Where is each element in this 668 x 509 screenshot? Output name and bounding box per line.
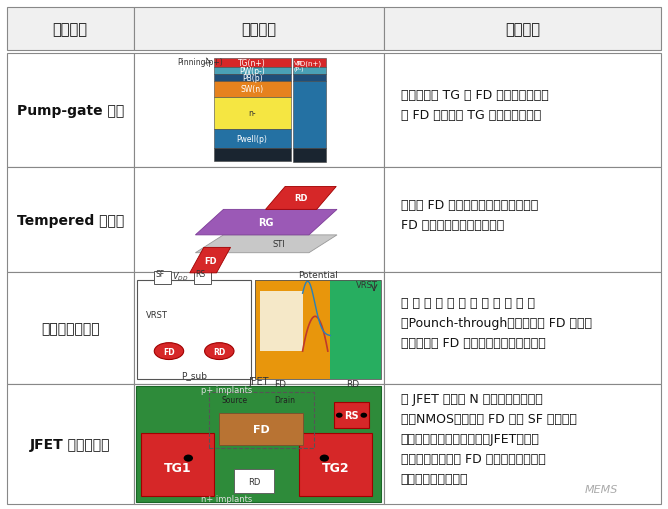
Bar: [293, 75, 326, 81]
Text: TG(n+): TG(n+): [238, 59, 266, 68]
Polygon shape: [195, 235, 337, 253]
Text: Pwell(p): Pwell(p): [236, 135, 268, 144]
Text: n+ implants: n+ implants: [201, 494, 253, 503]
Text: Source: Source: [222, 395, 248, 404]
Bar: [194, 271, 211, 284]
Bar: [134, 272, 384, 384]
Text: FD(n+): FD(n+): [297, 60, 322, 67]
Text: FD: FD: [274, 379, 286, 388]
Bar: [137, 280, 251, 379]
Text: MEMS: MEMS: [584, 484, 618, 494]
Text: p+ implants: p+ implants: [201, 385, 253, 394]
Circle shape: [336, 413, 343, 418]
Bar: [293, 149, 326, 163]
Bar: [293, 81, 326, 149]
Text: SW(n): SW(n): [240, 85, 264, 94]
Circle shape: [320, 455, 329, 462]
Text: FD: FD: [163, 347, 175, 356]
Text: TG1: TG1: [164, 461, 191, 474]
Text: n-: n-: [248, 109, 256, 118]
Circle shape: [361, 413, 367, 418]
Text: Pinning(p+): Pinning(p+): [177, 58, 222, 67]
Bar: [255, 280, 381, 379]
Text: RD: RD: [294, 194, 308, 203]
Bar: [384, 8, 661, 51]
Text: TG2: TG2: [321, 461, 349, 474]
Circle shape: [184, 455, 193, 462]
Ellipse shape: [204, 343, 234, 360]
Bar: [208, 392, 314, 448]
Bar: [214, 68, 291, 75]
Text: 实现方法: 实现方法: [241, 22, 277, 37]
Text: P_sub: P_sub: [181, 371, 207, 380]
Ellipse shape: [154, 343, 184, 360]
Text: 技术类项: 技术类项: [53, 22, 88, 37]
Text: RS: RS: [195, 269, 205, 278]
Bar: [141, 433, 214, 496]
Text: Pump-gate 技术: Pump-gate 技术: [17, 104, 124, 118]
Bar: [214, 129, 291, 149]
Bar: [214, 98, 291, 129]
Text: 将 JFET 代替了 N 型金属氧化物半导
体（NMOS），减小 FD 上的 SF 的栅极电
容。但目前结型场效应管（JFET）引入
的噪声过大，尽管 FD 电: 将 JFET 代替了 N 型金属氧化物半导 体（NMOS），减小 FD 上的 S…: [401, 392, 576, 486]
Text: FD: FD: [204, 256, 216, 265]
Text: Potential: Potential: [298, 270, 337, 279]
Bar: [134, 53, 384, 168]
Bar: [7, 53, 134, 168]
Bar: [7, 384, 134, 504]
Bar: [134, 384, 384, 504]
Text: SF: SF: [155, 269, 164, 278]
Bar: [384, 53, 661, 168]
Text: 完 全 去 除 复 位 栅 ， 利 用 穿 通
（Pounch-through）效应实现 FD 的复位
操作，消除 FD 与复位栅之间的耦合电容: 完 全 去 除 复 位 栅 ， 利 用 穿 通 （Pounch-through）…: [401, 297, 592, 350]
Bar: [384, 168, 661, 272]
Bar: [134, 168, 384, 272]
Bar: [214, 81, 291, 98]
Text: PB(p): PB(p): [242, 74, 263, 82]
Bar: [384, 384, 661, 504]
Bar: [293, 68, 326, 75]
Text: FD: FD: [253, 424, 270, 434]
Bar: [136, 386, 381, 502]
Text: STI: STI: [273, 240, 285, 249]
Text: VRST: VRST: [146, 310, 168, 319]
Bar: [214, 149, 291, 162]
Bar: [154, 271, 171, 284]
Bar: [134, 8, 384, 51]
Bar: [214, 59, 291, 68]
Bar: [384, 272, 661, 384]
Bar: [214, 75, 291, 81]
Text: 技术说明: 技术说明: [505, 22, 540, 37]
Bar: [330, 280, 381, 379]
Text: 无栅复位管技术: 无栅复位管技术: [41, 321, 100, 335]
Text: 减小与 FD 相邻的复位栅宽度，减小了
FD 与复位栅之间的耦合电容: 减小与 FD 相邻的复位栅宽度，减小了 FD 与复位栅之间的耦合电容: [401, 199, 538, 232]
Polygon shape: [190, 248, 230, 273]
Bar: [219, 413, 303, 445]
Polygon shape: [265, 187, 336, 210]
Polygon shape: [195, 210, 337, 235]
Bar: [334, 402, 369, 429]
Bar: [234, 469, 274, 493]
Text: VRST: VRST: [355, 280, 377, 290]
Bar: [7, 272, 134, 384]
Text: JFET 源极跟随器: JFET 源极跟随器: [30, 437, 110, 451]
Polygon shape: [260, 292, 303, 351]
Text: Drain: Drain: [274, 395, 295, 404]
Text: RD: RD: [248, 477, 260, 486]
Bar: [255, 280, 381, 379]
Text: VB
(P-): VB (P-): [293, 61, 304, 72]
Bar: [299, 433, 371, 496]
Text: RD: RD: [213, 347, 225, 356]
Text: 增加传输栅 TG 与 FD 之间的间距，减
小 FD 与传输栅 TG 之间的耦合电容: 增加传输栅 TG 与 FD 之间的间距，减 小 FD 与传输栅 TG 之间的耦合…: [401, 89, 548, 122]
Bar: [7, 168, 134, 272]
Text: RG: RG: [259, 218, 274, 228]
Bar: [293, 59, 326, 68]
Text: JFET: JFET: [248, 376, 269, 386]
Text: Tempered 复位栅: Tempered 复位栅: [17, 213, 124, 227]
Text: RS: RS: [344, 410, 359, 420]
Text: $V_{DD}$: $V_{DD}$: [172, 270, 188, 282]
Bar: [7, 8, 134, 51]
Text: RD: RD: [347, 379, 359, 388]
Text: PW(p-): PW(p-): [239, 67, 265, 76]
